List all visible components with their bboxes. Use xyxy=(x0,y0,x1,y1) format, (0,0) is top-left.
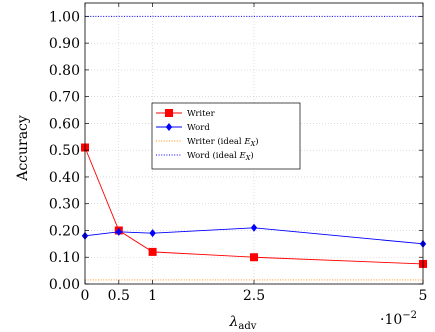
legend-text-suffix: ) xyxy=(250,150,253,161)
y-tick-label: 0.90 xyxy=(49,36,80,52)
tick-labels: 0 0.5 1 2.5 5 0.00 0.10 0.20 0.30 0.40 0.50 0.60 0.7… xyxy=(49,9,428,304)
legend-entry-3: Word (ideal EX) xyxy=(187,150,254,162)
x-tick-label: 1 xyxy=(148,288,157,304)
y-tick-label: 1.00 xyxy=(49,9,80,25)
y-tick-label: 0.00 xyxy=(49,277,80,293)
y-tick-label: 0.10 xyxy=(49,250,80,266)
series-layer xyxy=(81,15,427,281)
legend-text-math: E xyxy=(243,137,251,147)
x-tick-label: 2.5 xyxy=(243,288,265,304)
legend-text-sub: X xyxy=(245,154,251,162)
y-tick-label: 0.40 xyxy=(49,170,80,186)
y-tick-label: 0.30 xyxy=(49,197,80,213)
data-point xyxy=(149,229,156,238)
x-multiplier: ·10−2 xyxy=(380,310,417,328)
legend-entry-1: Word xyxy=(187,123,210,133)
data-point xyxy=(250,223,258,232)
x-tick-label: 5 xyxy=(419,288,428,304)
legend-box xyxy=(151,102,301,170)
legend-marker xyxy=(165,109,173,117)
data-point xyxy=(250,253,258,262)
legend-text-prefix: Word (ideal xyxy=(187,150,239,161)
ticks xyxy=(84,3,424,285)
x-axis-label-main: λ xyxy=(229,314,239,330)
x-axis-label-sub: adv xyxy=(238,321,256,332)
legend-marker xyxy=(165,123,173,131)
x-tick-label: 0.5 xyxy=(108,288,130,304)
data-point xyxy=(148,247,157,256)
data-point xyxy=(115,227,122,236)
x-multiplier-exponent: −2 xyxy=(402,310,417,321)
y-axis-label: Accuracy xyxy=(15,115,31,182)
legend-text-math: E xyxy=(238,151,246,161)
legend-text-suffix: ) xyxy=(255,136,258,147)
x-multiplier-base: ·10 xyxy=(380,312,402,328)
legend-text-sub: X xyxy=(250,140,256,148)
series-1 xyxy=(81,223,427,248)
y-tick-label: 0.50 xyxy=(49,143,80,159)
y-tick-label: 0.60 xyxy=(49,116,80,132)
legend-entry-2: Writer (ideal EX) xyxy=(187,136,259,148)
x-tick-label: 0 xyxy=(81,288,90,304)
legend-entry-0: Writer xyxy=(187,109,216,119)
y-tick-label: 0.20 xyxy=(49,223,80,239)
y-tick-label: 0.70 xyxy=(49,90,80,106)
y-tick-label: 0.80 xyxy=(49,63,80,79)
x-axis-label: λadv xyxy=(229,314,257,332)
legend-text-prefix: Writer (ideal xyxy=(187,136,244,147)
